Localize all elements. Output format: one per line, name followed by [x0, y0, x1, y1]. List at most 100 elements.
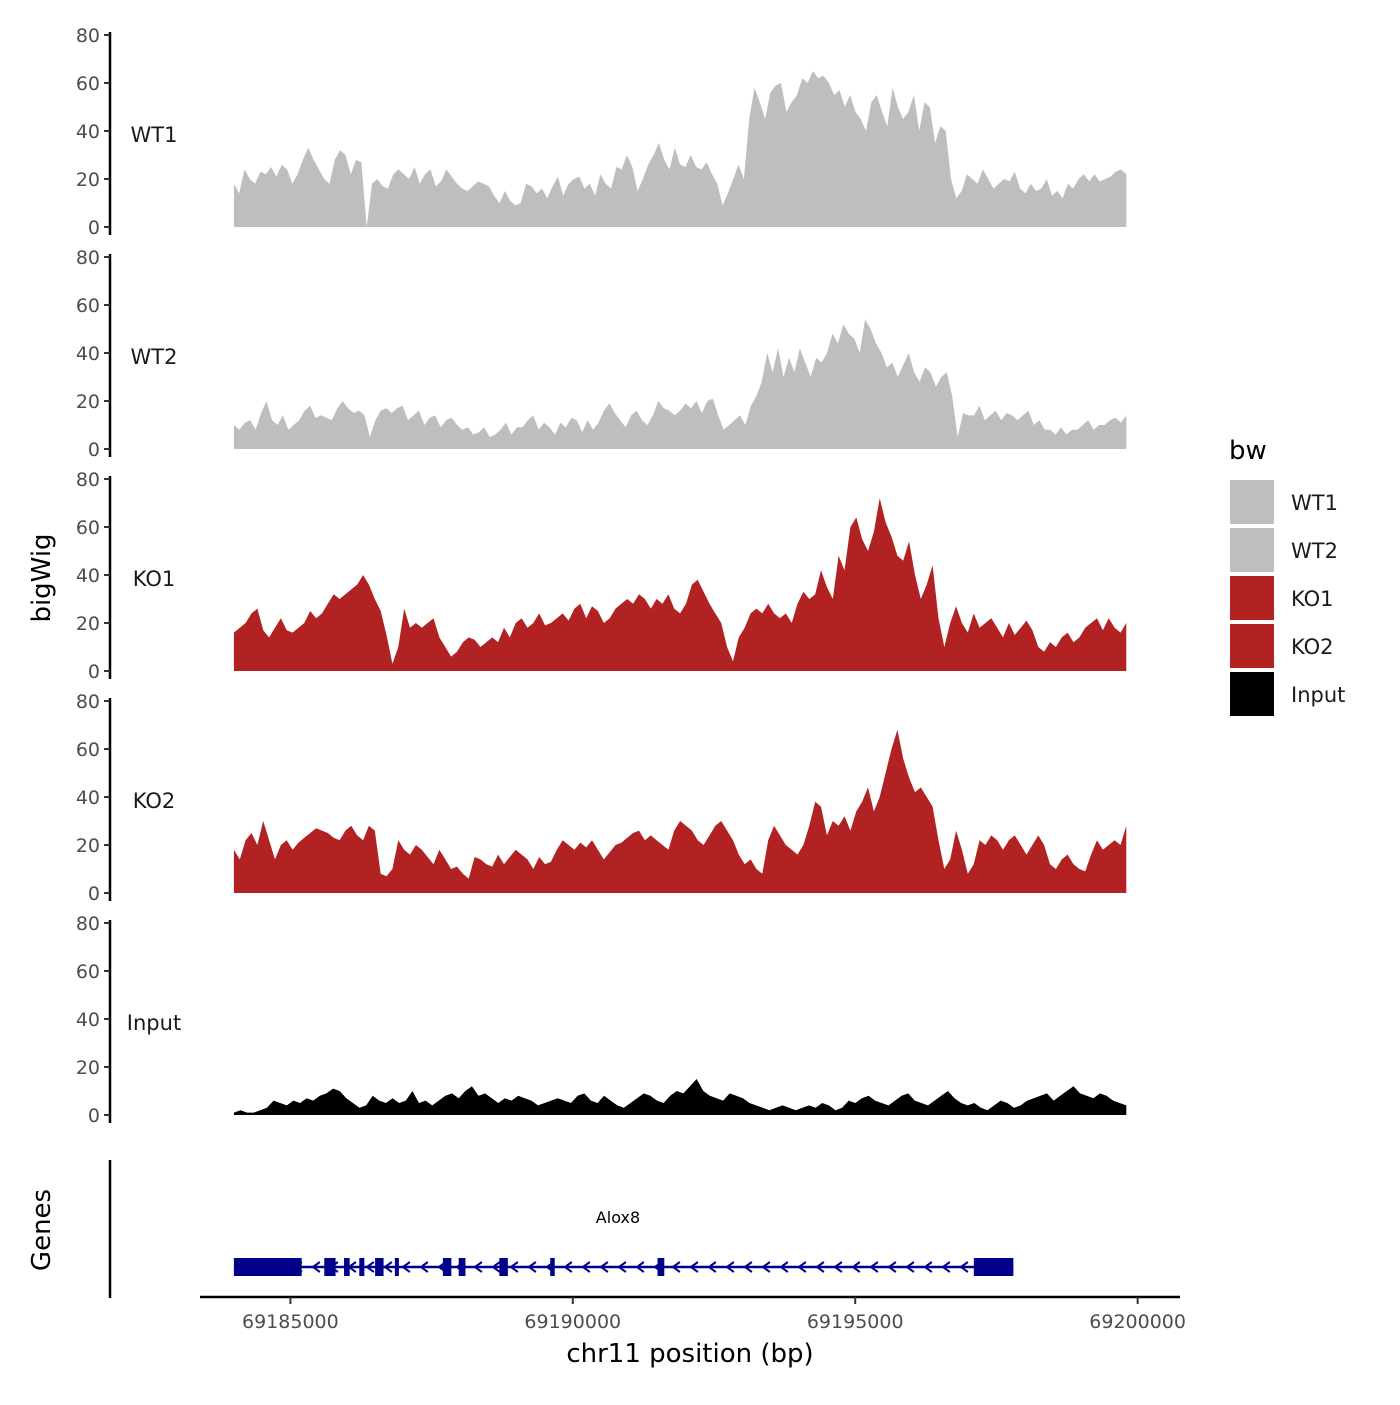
track-wt1: 0 20 40 60 80 WT1	[76, 25, 1127, 239]
y-tick-label: 80	[76, 691, 100, 713]
y-tick-label: 20	[76, 391, 100, 413]
y-tick-label: 60	[76, 961, 100, 983]
y-tick-label: 0	[88, 1105, 100, 1127]
strand-arrow	[869, 1261, 879, 1273]
x-tick-label: 69195000	[807, 1311, 904, 1333]
legend-title: bw	[1229, 436, 1267, 466]
legend-swatch	[1230, 672, 1274, 716]
track-label: WT2	[131, 345, 178, 369]
strand-arrow	[509, 1261, 519, 1273]
y-tick-label: 80	[76, 25, 100, 47]
strand-arrow	[365, 1261, 375, 1273]
exon	[324, 1258, 336, 1276]
strand-arrow	[815, 1261, 825, 1273]
strand-arrow	[311, 1261, 321, 1273]
y-tick-label: 20	[76, 835, 100, 857]
y-tick-label: 60	[76, 739, 100, 761]
legend-entry-ko2: KO2	[1230, 624, 1334, 668]
legend-swatch	[1230, 480, 1274, 524]
exon	[657, 1258, 665, 1276]
y-tick-label: 40	[76, 787, 100, 809]
strand-arrow	[887, 1261, 897, 1273]
y-tick-label: 0	[88, 883, 100, 905]
track-input: 0 20 40 60 80 Input	[76, 913, 1127, 1127]
strand-arrow	[419, 1261, 429, 1273]
legend-label: KO2	[1291, 635, 1334, 659]
strand-arrow	[581, 1261, 591, 1273]
legend-label: WT1	[1291, 491, 1338, 515]
y-tick-label: 80	[76, 913, 100, 935]
legend-swatch	[1230, 528, 1274, 572]
signal-area-input	[233, 1079, 1127, 1115]
strand-arrow	[743, 1261, 753, 1273]
strand-arrow	[797, 1261, 807, 1273]
y-tick-label: 40	[76, 565, 100, 587]
signal-tracks: 0 20 40 60 80 WT1 0 20 40 60 80 WT2 0 20 40 60 80 KO1 0 20 4…	[76, 25, 1127, 1127]
x-tick-label: 69190000	[524, 1311, 621, 1333]
y-tick-label: 20	[76, 169, 100, 191]
strand-arrow	[635, 1261, 645, 1273]
legend: bw WT1 WT2 KO1 KO2 Input	[1229, 436, 1345, 716]
x-axis: 69185000 69190000 69195000 69200000	[200, 1295, 1186, 1333]
strand-arrow	[959, 1261, 969, 1273]
x-axis-title: chr11 position (bp)	[566, 1339, 813, 1369]
legend-label: WT2	[1291, 539, 1338, 563]
exon	[394, 1258, 399, 1276]
signal-area-wt1	[233, 71, 1127, 227]
strand-arrow	[833, 1261, 843, 1273]
y-tick-label: 80	[76, 469, 100, 491]
legend-entry-input: Input	[1230, 672, 1345, 716]
legend-entry-ko1: KO1	[1230, 576, 1334, 620]
strand-arrow	[707, 1261, 717, 1273]
exon	[375, 1258, 384, 1276]
strand-arrow	[851, 1261, 861, 1273]
track-wt2: 0 20 40 60 80 WT2	[76, 247, 1127, 461]
strand-arrow	[923, 1261, 933, 1273]
signal-area-ko1	[233, 498, 1127, 671]
y-tick-label: 40	[76, 343, 100, 365]
exon	[550, 1258, 555, 1276]
y-tick-label: 0	[88, 661, 100, 683]
y-tick-label: 40	[76, 121, 100, 143]
strand-arrow	[941, 1261, 951, 1273]
exon	[359, 1258, 365, 1276]
strand-arrow	[761, 1261, 771, 1273]
y-tick-label: 80	[76, 247, 100, 269]
track-label: KO1	[133, 567, 176, 591]
track-label: Input	[127, 1011, 181, 1035]
gene-name-label: Alox8	[596, 1208, 640, 1227]
y-tick-label: 60	[76, 517, 100, 539]
strand-arrow	[689, 1261, 699, 1273]
strand-arrow	[527, 1261, 537, 1273]
exon	[344, 1258, 350, 1276]
strand-arrow	[617, 1261, 627, 1273]
y-tick-label: 60	[76, 295, 100, 317]
legend-label: Input	[1291, 683, 1345, 707]
exon	[458, 1258, 466, 1276]
strand-arrow	[905, 1261, 915, 1273]
strand-arrow	[401, 1261, 411, 1273]
legend-swatch	[1230, 624, 1274, 668]
track-label: KO2	[133, 789, 176, 813]
strand-arrow	[779, 1261, 789, 1273]
y-tick-label: 20	[76, 613, 100, 635]
y-tick-label: 0	[88, 439, 100, 461]
strand-arrow	[491, 1261, 501, 1273]
strand-arrow	[563, 1261, 573, 1273]
genes-track-title: Genes	[27, 1189, 57, 1271]
track-ko2: 0 20 40 60 80 KO2	[76, 691, 1127, 905]
x-tick-label: 69185000	[242, 1311, 339, 1333]
strand-arrow	[473, 1261, 483, 1273]
exon	[499, 1258, 508, 1276]
x-tick-label: 69200000	[1089, 1311, 1186, 1333]
strand-arrow	[671, 1261, 681, 1273]
exon	[973, 1258, 1014, 1276]
y-tick-label: 0	[88, 217, 100, 239]
strand-arrow	[725, 1261, 735, 1273]
genes-track: Alox8	[108, 1160, 1014, 1298]
track-label: WT1	[131, 123, 178, 147]
y-tick-label: 40	[76, 1009, 100, 1031]
y-tick-label: 20	[76, 1057, 100, 1079]
